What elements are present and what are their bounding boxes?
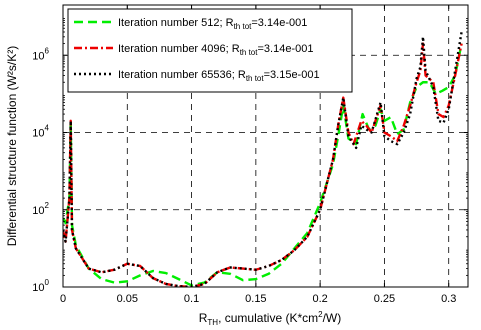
x-tick-label: 0.25 bbox=[374, 293, 395, 305]
x-axis-label-rest: , cumulative (K*cm bbox=[218, 311, 318, 325]
y-tick-label: 100 bbox=[32, 278, 49, 294]
legend-label-1: Iteration number 512; Rth tot=3.14e-001 bbox=[118, 17, 307, 31]
x-axis-label-end: /W) bbox=[323, 311, 342, 325]
x-axis-label-sup: 2 bbox=[318, 310, 323, 319]
x-tick-label: 0.2 bbox=[312, 293, 327, 305]
y-tick-label: 106 bbox=[32, 46, 49, 62]
legend-label-2: Iteration number 4096; Rth tot=3.14e-001 bbox=[118, 43, 313, 57]
x-axis-label: RTH, cumulative (K*cm2/W) bbox=[199, 310, 341, 327]
x-tick-label: 0.05 bbox=[117, 293, 138, 305]
x-axis-label-sub: TH bbox=[207, 318, 218, 327]
x-tick-label: 0.15 bbox=[245, 293, 266, 305]
x-tick-label: 0 bbox=[60, 293, 66, 305]
x-axis-label-main: R bbox=[199, 311, 208, 325]
series-line-1 bbox=[63, 43, 463, 287]
y-axis-label: Differential structure function (W²s/K²) bbox=[5, 46, 19, 247]
x-tick-label: 0.3 bbox=[441, 293, 456, 305]
legend-label-3: Iteration number 65536; Rth tot=3.15e-00… bbox=[118, 69, 320, 83]
y-tick-label: 102 bbox=[32, 201, 49, 217]
x-tick-label: 0.1 bbox=[184, 293, 199, 305]
legend: Iteration number 512; Rth tot=3.14e-001 I… bbox=[67, 8, 353, 93]
plot-frame bbox=[62, 4, 469, 288]
series-layer bbox=[63, 31, 463, 287]
y-tick-label: 104 bbox=[32, 124, 49, 140]
legend-box bbox=[67, 8, 353, 93]
axis-ticks: 0 0.05 0.1 0.15 0.2 0.25 0.3 100 102 104 106 bbox=[32, 4, 468, 305]
series-line-3 bbox=[63, 31, 463, 287]
